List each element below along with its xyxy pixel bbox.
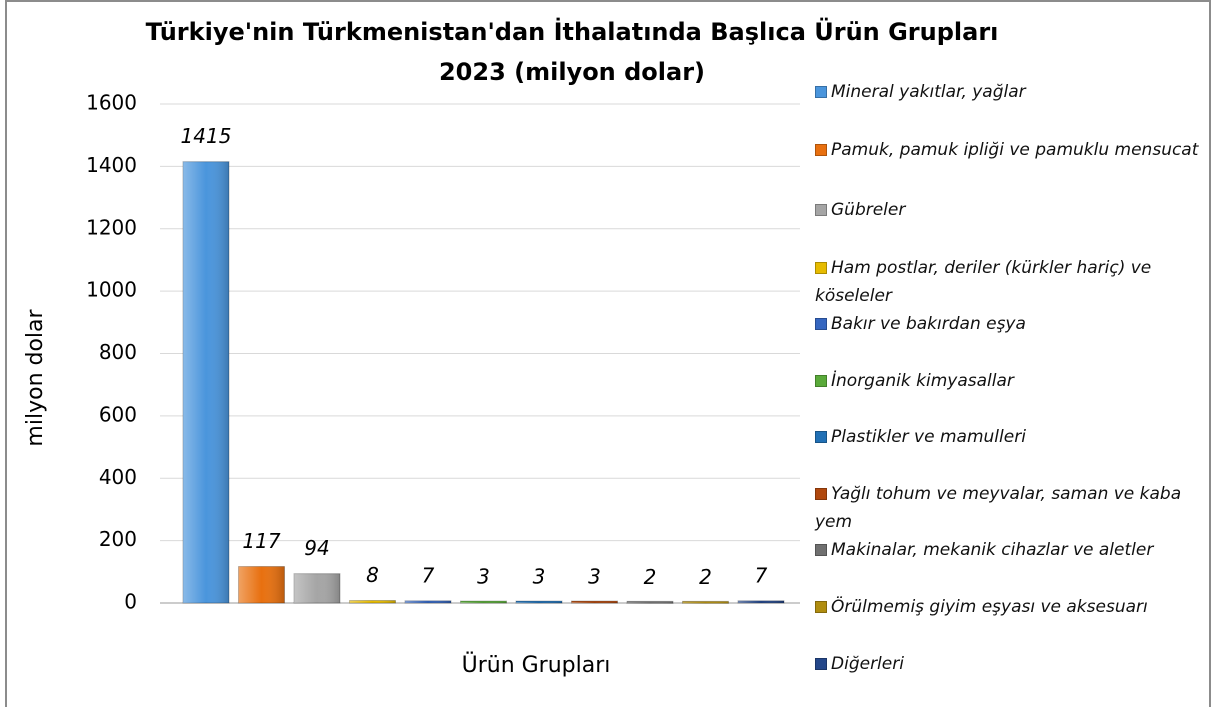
data-label: 7 xyxy=(422,563,435,587)
y-tick-label: 800 xyxy=(99,340,137,364)
legend-label: İnorganik kimyasallar xyxy=(831,371,1014,391)
chart-title: Türkiye'nin Türkmenistan'dan İthalatında… xyxy=(146,16,999,46)
y-tick-label: 600 xyxy=(99,402,137,426)
legend-swatch xyxy=(815,658,827,670)
y-tick-label: 400 xyxy=(99,465,137,489)
y-tick-label: 1600 xyxy=(86,91,137,115)
bar-shine xyxy=(183,161,229,603)
legend-label: Plastikler ve mamulleri xyxy=(831,427,1026,447)
legend-entry: Makinalar, mekanik cihazlar ve aletler xyxy=(815,536,1210,564)
data-label: 2 xyxy=(699,565,712,589)
legend-entry: Diğerleri xyxy=(815,650,1210,678)
legend-swatch xyxy=(815,318,827,330)
data-label: 3 xyxy=(588,565,601,589)
legend-label: Gübreler xyxy=(831,200,906,220)
legend-swatch xyxy=(815,488,827,500)
legend-label: Diğerleri xyxy=(831,654,904,674)
y-tick-label: 1200 xyxy=(86,215,137,239)
bar-shine xyxy=(516,602,562,604)
x-axis-label: Ürün Grupları xyxy=(462,652,611,678)
legend-label: Pamuk, pamuk ipliği ve pamuklu mensucat xyxy=(831,140,1199,160)
legend-entry: Örülmemiş giyim eşyası ve aksesuarı xyxy=(815,593,1210,621)
y-tick-label: 200 xyxy=(99,527,137,551)
y-tick-label: 1000 xyxy=(86,278,137,302)
data-label: 1415 xyxy=(181,124,232,148)
bar-shine xyxy=(349,600,396,603)
legend-swatch xyxy=(815,431,827,443)
legend-swatch xyxy=(815,601,827,613)
legend-label: Ham postlar, deriler (kürkler hariç) ve … xyxy=(815,258,1152,306)
legend-swatch xyxy=(815,144,827,156)
bar-shine xyxy=(294,573,340,603)
legend-label: Bakır ve bakırdan eşya xyxy=(831,314,1026,334)
legend-entry: Gübreler xyxy=(815,196,1210,224)
bar-shine xyxy=(405,600,451,603)
bar-shine xyxy=(627,602,673,604)
data-label: 3 xyxy=(533,565,546,589)
bar-shine xyxy=(571,602,618,604)
data-label: 7 xyxy=(755,563,768,587)
data-label: 8 xyxy=(366,563,379,587)
y-axis-label: milyon dolar xyxy=(23,308,48,446)
legend-label: Mineral yakıtlar, yağlar xyxy=(831,82,1026,102)
bar-shine xyxy=(460,602,507,604)
legend-label: Örülmemiş giyim eşyası ve aksesuarı xyxy=(831,597,1148,617)
legend-swatch xyxy=(815,544,827,556)
bar-shine xyxy=(682,602,729,604)
y-tick-label: 0 xyxy=(124,590,137,614)
legend-entry: Ham postlar, deriler (kürkler hariç) ve … xyxy=(815,254,1210,310)
data-label: 117 xyxy=(242,529,280,553)
chart-subtitle: 2023 (milyon dolar) xyxy=(439,58,705,86)
legend-swatch xyxy=(815,204,827,216)
legend-entry: Yağlı tohum ve meyvalar, saman ve kaba y… xyxy=(815,480,1210,536)
legend-entry: Bakır ve bakırdan eşya xyxy=(815,310,1210,338)
data-label: 94 xyxy=(304,536,329,560)
bar-shine xyxy=(238,566,285,603)
data-label: 3 xyxy=(477,565,490,589)
legend-swatch xyxy=(815,375,827,387)
legend-label: Makinalar, mekanik cihazlar ve aletler xyxy=(831,540,1154,560)
legend-entry: Pamuk, pamuk ipliği ve pamuklu mensucat xyxy=(815,136,1210,164)
legend-swatch xyxy=(815,262,827,274)
legend-entry: Plastikler ve mamulleri xyxy=(815,423,1210,451)
data-label: 2 xyxy=(644,565,657,589)
legend-label: Yağlı tohum ve meyvalar, saman ve kaba y… xyxy=(815,484,1182,532)
legend-swatch xyxy=(815,86,827,98)
legend-entry: Mineral yakıtlar, yağlar xyxy=(815,78,1210,106)
bar-shine xyxy=(738,600,784,603)
legend-entry: İnorganik kimyasallar xyxy=(815,367,1210,395)
y-tick-label: 1400 xyxy=(86,153,137,177)
